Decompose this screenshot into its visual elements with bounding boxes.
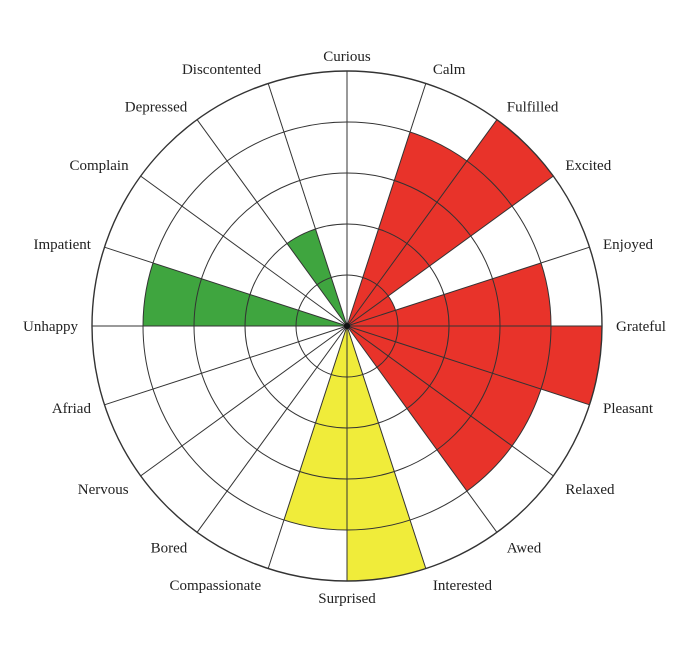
grid-spoke-5 — [346, 246, 590, 327]
category-label-impatient: Impatient — [33, 237, 91, 253]
grid-spoke-15 — [104, 325, 348, 406]
grid-spoke-3 — [346, 119, 498, 327]
grid-spoke-13 — [196, 325, 348, 533]
wedge-grateful — [347, 262, 551, 326]
grid-spoke-9 — [346, 325, 498, 533]
wedge-enjoyed — [347, 296, 396, 326]
category-label-excited: Excited — [565, 158, 611, 174]
category-label-curious: Curious — [323, 49, 371, 65]
grid-spoke-8 — [346, 325, 554, 477]
category-label-discontented: Discontented — [182, 62, 262, 78]
grid-layer — [91, 70, 603, 582]
category-label-awed: Awed — [507, 540, 542, 556]
grid-spoke-17 — [104, 246, 348, 327]
grid-spoke-10 — [346, 325, 427, 569]
category-label-pleasant: Pleasant — [603, 401, 654, 417]
category-label-complain: Complain — [69, 158, 129, 174]
category-label-enjoyed: Enjoyed — [603, 237, 653, 253]
grid-spoke-20 — [267, 83, 348, 327]
wedge-pleasant — [347, 326, 602, 405]
wedge-relaxed — [347, 326, 542, 446]
category-label-relaxed: Relaxed — [565, 482, 615, 498]
category-label-compassionate: Compassionate — [169, 578, 261, 594]
grid-spoke-14 — [140, 325, 348, 477]
wedges-layer — [143, 119, 602, 581]
grid-spoke-18 — [140, 175, 348, 327]
category-label-interested: Interested — [433, 578, 493, 594]
wedge-compassionate — [283, 326, 347, 530]
labels-layer: Calm Fulfilled Excited Enjoyed Grateful Pleas… — [23, 49, 666, 607]
grid-spoke-7 — [346, 325, 590, 406]
wedge-discontented — [287, 228, 347, 326]
center-dot — [344, 323, 350, 329]
category-label-grateful: Grateful — [616, 319, 666, 335]
category-label-unhappy: Unhappy — [23, 319, 78, 335]
grid-spoke-12 — [267, 325, 348, 569]
category-label-surprised: Surprised — [318, 591, 376, 607]
category-label-fulfilled: Fulfilled — [507, 100, 559, 116]
category-label-bored: Bored — [151, 540, 188, 556]
wedge-fulfilled — [347, 131, 467, 326]
wedge-surprised — [347, 326, 426, 581]
wedge-awed — [347, 326, 513, 492]
wedge-excited — [347, 119, 554, 326]
grid-spoke-19 — [196, 119, 348, 327]
category-label-calm: Calm — [433, 62, 466, 78]
category-label-nervous: Nervous — [78, 482, 129, 498]
category-label-afriad: Afriad — [52, 401, 92, 417]
grid-spoke-2 — [346, 83, 427, 327]
category-label-depressed: Depressed — [125, 100, 188, 116]
grid-spoke-4 — [346, 175, 554, 327]
wedge-impatient — [143, 262, 347, 326]
